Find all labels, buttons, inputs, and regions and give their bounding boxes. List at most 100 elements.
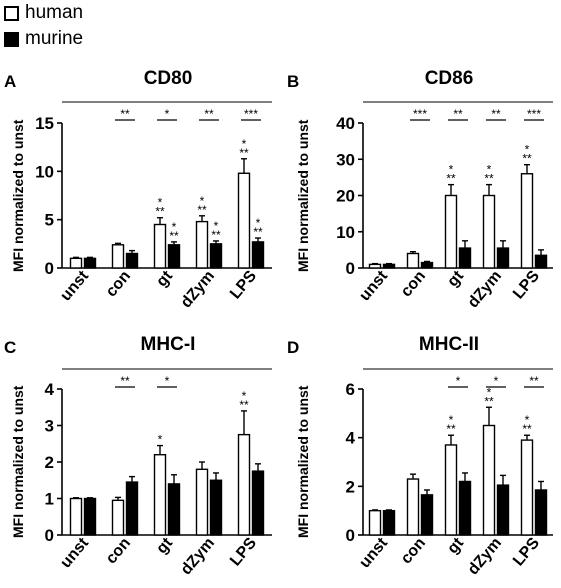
- comparison-label: **: [491, 107, 501, 121]
- significance-star: **: [446, 422, 456, 436]
- x-tick-label: con: [103, 535, 134, 568]
- legend-item-human: human: [4, 2, 83, 24]
- bar-human-unst: [368, 263, 382, 269]
- significance-star: *: [487, 385, 492, 399]
- x-tick-label: gt: [153, 267, 176, 290]
- bar-human-gt: [444, 444, 458, 536]
- bar-murine-con: [420, 261, 434, 269]
- bar-human-unst: [69, 257, 83, 269]
- significance-star: **: [155, 205, 165, 219]
- comparison-label: ***: [244, 107, 258, 121]
- bar-murine-LPS: [251, 241, 265, 269]
- bar-human-LPS: [520, 173, 534, 269]
- x-tick-label: gt: [153, 534, 176, 557]
- chart-title: CD86: [424, 68, 474, 89]
- bar-human-con: [111, 244, 125, 269]
- significance-star: **: [197, 203, 207, 217]
- bar-human-con: [406, 478, 420, 536]
- significance-star: *: [158, 196, 163, 210]
- y-tick-label: 30: [336, 150, 355, 169]
- bar-murine-con: [420, 494, 434, 536]
- legend-swatch-human: [4, 5, 19, 21]
- significance-star: *: [449, 163, 454, 177]
- y-tick-label: 0: [45, 526, 54, 545]
- y-tick-label: 6: [346, 380, 355, 399]
- significance-star: *: [242, 137, 247, 151]
- y-tick-label: 0: [346, 526, 355, 545]
- x-tick-label: LPS: [227, 534, 260, 569]
- comparison-label: **: [204, 107, 214, 121]
- bar-human-LPS: [237, 172, 251, 269]
- significance-star: *: [487, 163, 492, 177]
- comparison-label: ***: [413, 107, 427, 121]
- bar-human-LPS: [520, 439, 534, 536]
- significance-star: *: [158, 433, 163, 447]
- significance-star: **: [446, 172, 456, 186]
- bar-human-dZym: [482, 194, 496, 269]
- y-tick-label: 40: [336, 114, 355, 133]
- chart-panel-cd86: B CD86 MFI normalized to unst 0 10 20 30 40 u…: [281, 0, 561, 311]
- x-tick-label: con: [398, 535, 429, 568]
- bar-murine-gt: [167, 244, 181, 269]
- bar-human-gt: [444, 194, 458, 269]
- bar-murine-dZym: [496, 247, 510, 269]
- bar-murine-gt: [458, 480, 472, 536]
- x-tick-label: LPS: [510, 534, 543, 569]
- significance-star: *: [214, 219, 219, 233]
- bar-murine-gt: [458, 247, 472, 269]
- significance-star: **: [522, 422, 532, 436]
- bar-human-dZym: [482, 424, 496, 536]
- y-tick-label: 4: [346, 429, 356, 448]
- panel-letter: C: [4, 338, 17, 357]
- y-tick-label: 2: [346, 477, 355, 496]
- bar-human-unst: [69, 497, 83, 536]
- bar-murine-LPS: [534, 254, 548, 269]
- y-tick-label: 4: [45, 380, 55, 399]
- legend-swatch-murine: [4, 31, 19, 47]
- comparison-label: *: [165, 374, 170, 388]
- y-tick-label: 20: [336, 187, 355, 206]
- bar-human-gt: [153, 223, 167, 269]
- comparison-label: **: [453, 107, 463, 121]
- significance-star: **: [484, 394, 494, 408]
- significance-star: **: [239, 398, 249, 412]
- bar-murine-gt: [167, 483, 181, 536]
- significance-star: **: [239, 146, 249, 160]
- comparison-label: *: [456, 374, 461, 388]
- significance-star: **: [253, 225, 263, 239]
- comparison-label: **: [120, 107, 130, 121]
- y-tick-label: 3: [45, 417, 54, 436]
- y-tick-label: 2: [45, 453, 54, 472]
- y-tick-label: 15: [35, 114, 54, 133]
- significance-star: *: [242, 389, 247, 403]
- x-tick-label: dZym: [465, 535, 505, 579]
- x-tick-label: unst: [356, 534, 391, 571]
- bar-murine-LPS: [534, 489, 548, 536]
- significance-star: **: [484, 172, 494, 186]
- chart-title: MHC-II: [418, 334, 480, 355]
- y-tick-label: 1: [45, 490, 54, 509]
- significance-star: **: [169, 229, 179, 243]
- y-tick-label: 10: [35, 162, 54, 181]
- bar-murine-unst: [382, 263, 396, 269]
- bar-human-dZym: [195, 220, 209, 269]
- comparison-label: *: [165, 107, 170, 121]
- comparison-label: **: [529, 374, 539, 388]
- significance-star: **: [211, 228, 221, 242]
- x-tick-label: unst: [57, 534, 92, 571]
- bar-murine-con: [125, 252, 139, 269]
- x-tick-label: gt: [444, 534, 467, 557]
- y-tick-label: 5: [45, 211, 54, 230]
- panel-letter: B: [287, 72, 300, 91]
- significance-star: *: [525, 143, 530, 157]
- y-tick-label: 0: [346, 259, 355, 278]
- bar-human-con: [111, 499, 125, 536]
- legend-label: murine: [25, 28, 84, 49]
- significance-star: *: [525, 413, 530, 427]
- bar-murine-dZym: [496, 484, 510, 536]
- bar-human-dZym: [195, 468, 209, 536]
- chart-title: CD80: [143, 68, 193, 89]
